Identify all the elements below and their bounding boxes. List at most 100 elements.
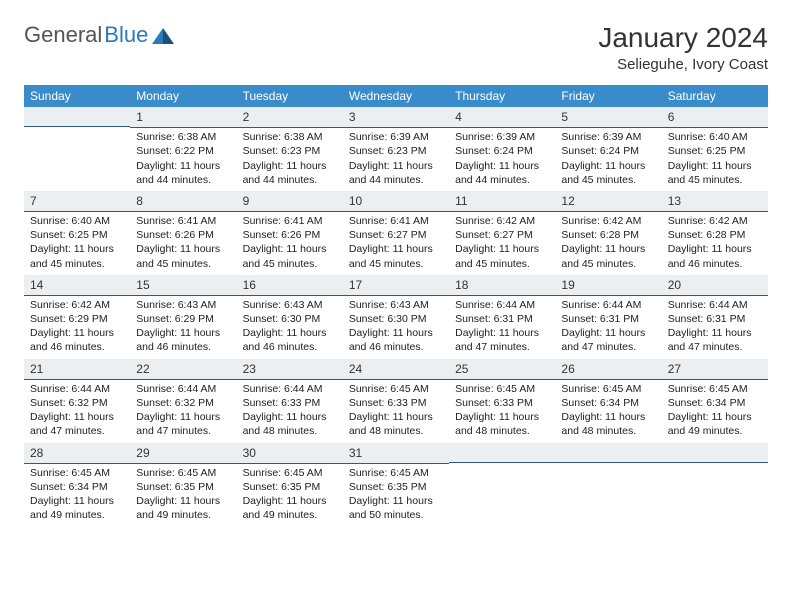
calendar-cell: 14Sunrise: 6:42 AMSunset: 6:29 PMDayligh… <box>24 275 130 359</box>
logo: GeneralBlue <box>24 22 174 48</box>
day-details: Sunrise: 6:39 AMSunset: 6:24 PMDaylight:… <box>555 128 661 191</box>
day-number: 23 <box>237 359 343 380</box>
day-number: 21 <box>24 359 130 380</box>
daylight-text: Daylight: 11 hours and 47 minutes. <box>561 326 655 354</box>
day-details: Sunrise: 6:42 AMSunset: 6:28 PMDaylight:… <box>662 212 768 275</box>
day-details: Sunrise: 6:44 AMSunset: 6:32 PMDaylight:… <box>24 380 130 443</box>
calendar-cell: 8Sunrise: 6:41 AMSunset: 6:26 PMDaylight… <box>130 191 236 275</box>
daylight-text: Daylight: 11 hours and 49 minutes. <box>30 494 124 522</box>
calendar-cell: 4Sunrise: 6:39 AMSunset: 6:24 PMDaylight… <box>449 107 555 191</box>
sunset-text: Sunset: 6:31 PM <box>455 312 549 326</box>
day-number-empty <box>449 443 555 463</box>
sunrise-text: Sunrise: 6:42 AM <box>668 214 762 228</box>
calendar-cell: 15Sunrise: 6:43 AMSunset: 6:29 PMDayligh… <box>130 275 236 359</box>
daylight-text: Daylight: 11 hours and 46 minutes. <box>30 326 124 354</box>
sunset-text: Sunset: 6:33 PM <box>455 396 549 410</box>
day-details: Sunrise: 6:42 AMSunset: 6:27 PMDaylight:… <box>449 212 555 275</box>
day-number: 18 <box>449 275 555 296</box>
calendar-cell: 25Sunrise: 6:45 AMSunset: 6:33 PMDayligh… <box>449 359 555 443</box>
day-details: Sunrise: 6:41 AMSunset: 6:26 PMDaylight:… <box>237 212 343 275</box>
day-details: Sunrise: 6:44 AMSunset: 6:33 PMDaylight:… <box>237 380 343 443</box>
calendar-cell: 5Sunrise: 6:39 AMSunset: 6:24 PMDaylight… <box>555 107 661 191</box>
sunrise-text: Sunrise: 6:45 AM <box>349 466 443 480</box>
day-details: Sunrise: 6:45 AMSunset: 6:35 PMDaylight:… <box>237 464 343 527</box>
day-number: 11 <box>449 191 555 212</box>
daylight-text: Daylight: 11 hours and 48 minutes. <box>243 410 337 438</box>
logo-text-general: General <box>24 22 102 48</box>
day-details: Sunrise: 6:39 AMSunset: 6:24 PMDaylight:… <box>449 128 555 191</box>
day-details: Sunrise: 6:40 AMSunset: 6:25 PMDaylight:… <box>24 212 130 275</box>
sunrise-text: Sunrise: 6:41 AM <box>349 214 443 228</box>
calendar-table: Sunday Monday Tuesday Wednesday Thursday… <box>24 85 768 526</box>
calendar-week-row: 7Sunrise: 6:40 AMSunset: 6:25 PMDaylight… <box>24 191 768 275</box>
calendar-cell: 7Sunrise: 6:40 AMSunset: 6:25 PMDaylight… <box>24 191 130 275</box>
day-number: 16 <box>237 275 343 296</box>
sunrise-text: Sunrise: 6:45 AM <box>561 382 655 396</box>
daylight-text: Daylight: 11 hours and 47 minutes. <box>455 326 549 354</box>
calendar-cell <box>662 443 768 527</box>
sunset-text: Sunset: 6:31 PM <box>561 312 655 326</box>
sunset-text: Sunset: 6:23 PM <box>349 144 443 158</box>
day-details: Sunrise: 6:41 AMSunset: 6:27 PMDaylight:… <box>343 212 449 275</box>
day-number: 12 <box>555 191 661 212</box>
calendar-cell: 19Sunrise: 6:44 AMSunset: 6:31 PMDayligh… <box>555 275 661 359</box>
sunrise-text: Sunrise: 6:38 AM <box>243 130 337 144</box>
calendar-week-row: 21Sunrise: 6:44 AMSunset: 6:32 PMDayligh… <box>24 359 768 443</box>
day-number: 4 <box>449 107 555 128</box>
daylight-text: Daylight: 11 hours and 49 minutes. <box>136 494 230 522</box>
sunrise-text: Sunrise: 6:39 AM <box>455 130 549 144</box>
calendar-week-row: 1Sunrise: 6:38 AMSunset: 6:22 PMDaylight… <box>24 107 768 191</box>
daylight-text: Daylight: 11 hours and 46 minutes. <box>668 242 762 270</box>
calendar-week-row: 28Sunrise: 6:45 AMSunset: 6:34 PMDayligh… <box>24 443 768 527</box>
sunset-text: Sunset: 6:26 PM <box>243 228 337 242</box>
day-number: 13 <box>662 191 768 212</box>
weekday-header: Saturday <box>662 85 768 107</box>
sunset-text: Sunset: 6:26 PM <box>136 228 230 242</box>
location-text: Selieguhe, Ivory Coast <box>598 56 768 73</box>
calendar-week-row: 14Sunrise: 6:42 AMSunset: 6:29 PMDayligh… <box>24 275 768 359</box>
daylight-text: Daylight: 11 hours and 45 minutes. <box>455 242 549 270</box>
daylight-text: Daylight: 11 hours and 44 minutes. <box>455 159 549 187</box>
sunrise-text: Sunrise: 6:44 AM <box>668 298 762 312</box>
sunset-text: Sunset: 6:31 PM <box>668 312 762 326</box>
day-details: Sunrise: 6:45 AMSunset: 6:33 PMDaylight:… <box>449 380 555 443</box>
sunrise-text: Sunrise: 6:45 AM <box>136 466 230 480</box>
sunrise-text: Sunrise: 6:42 AM <box>455 214 549 228</box>
weekday-header: Sunday <box>24 85 130 107</box>
sunrise-text: Sunrise: 6:39 AM <box>561 130 655 144</box>
day-details: Sunrise: 6:43 AMSunset: 6:29 PMDaylight:… <box>130 296 236 359</box>
sunset-text: Sunset: 6:27 PM <box>455 228 549 242</box>
daylight-text: Daylight: 11 hours and 45 minutes. <box>243 242 337 270</box>
sunset-text: Sunset: 6:35 PM <box>349 480 443 494</box>
day-details: Sunrise: 6:39 AMSunset: 6:23 PMDaylight:… <box>343 128 449 191</box>
calendar-cell: 3Sunrise: 6:39 AMSunset: 6:23 PMDaylight… <box>343 107 449 191</box>
day-number: 17 <box>343 275 449 296</box>
day-details: Sunrise: 6:44 AMSunset: 6:31 PMDaylight:… <box>555 296 661 359</box>
daylight-text: Daylight: 11 hours and 47 minutes. <box>668 326 762 354</box>
daylight-text: Daylight: 11 hours and 44 minutes. <box>136 159 230 187</box>
sunset-text: Sunset: 6:27 PM <box>349 228 443 242</box>
calendar-cell: 28Sunrise: 6:45 AMSunset: 6:34 PMDayligh… <box>24 443 130 527</box>
sunrise-text: Sunrise: 6:43 AM <box>243 298 337 312</box>
day-number: 8 <box>130 191 236 212</box>
day-number: 3 <box>343 107 449 128</box>
sunrise-text: Sunrise: 6:44 AM <box>30 382 124 396</box>
daylight-text: Daylight: 11 hours and 45 minutes. <box>668 159 762 187</box>
day-number: 5 <box>555 107 661 128</box>
day-details: Sunrise: 6:42 AMSunset: 6:29 PMDaylight:… <box>24 296 130 359</box>
sunrise-text: Sunrise: 6:45 AM <box>455 382 549 396</box>
day-number: 19 <box>555 275 661 296</box>
calendar-cell: 17Sunrise: 6:43 AMSunset: 6:30 PMDayligh… <box>343 275 449 359</box>
day-number: 27 <box>662 359 768 380</box>
sunset-text: Sunset: 6:34 PM <box>561 396 655 410</box>
daylight-text: Daylight: 11 hours and 45 minutes. <box>349 242 443 270</box>
daylight-text: Daylight: 11 hours and 47 minutes. <box>136 410 230 438</box>
day-details: Sunrise: 6:40 AMSunset: 6:25 PMDaylight:… <box>662 128 768 191</box>
day-number: 22 <box>130 359 236 380</box>
day-details: Sunrise: 6:45 AMSunset: 6:34 PMDaylight:… <box>662 380 768 443</box>
calendar-cell: 27Sunrise: 6:45 AMSunset: 6:34 PMDayligh… <box>662 359 768 443</box>
calendar-cell: 9Sunrise: 6:41 AMSunset: 6:26 PMDaylight… <box>237 191 343 275</box>
sunset-text: Sunset: 6:34 PM <box>668 396 762 410</box>
calendar-cell: 12Sunrise: 6:42 AMSunset: 6:28 PMDayligh… <box>555 191 661 275</box>
sunset-text: Sunset: 6:32 PM <box>30 396 124 410</box>
